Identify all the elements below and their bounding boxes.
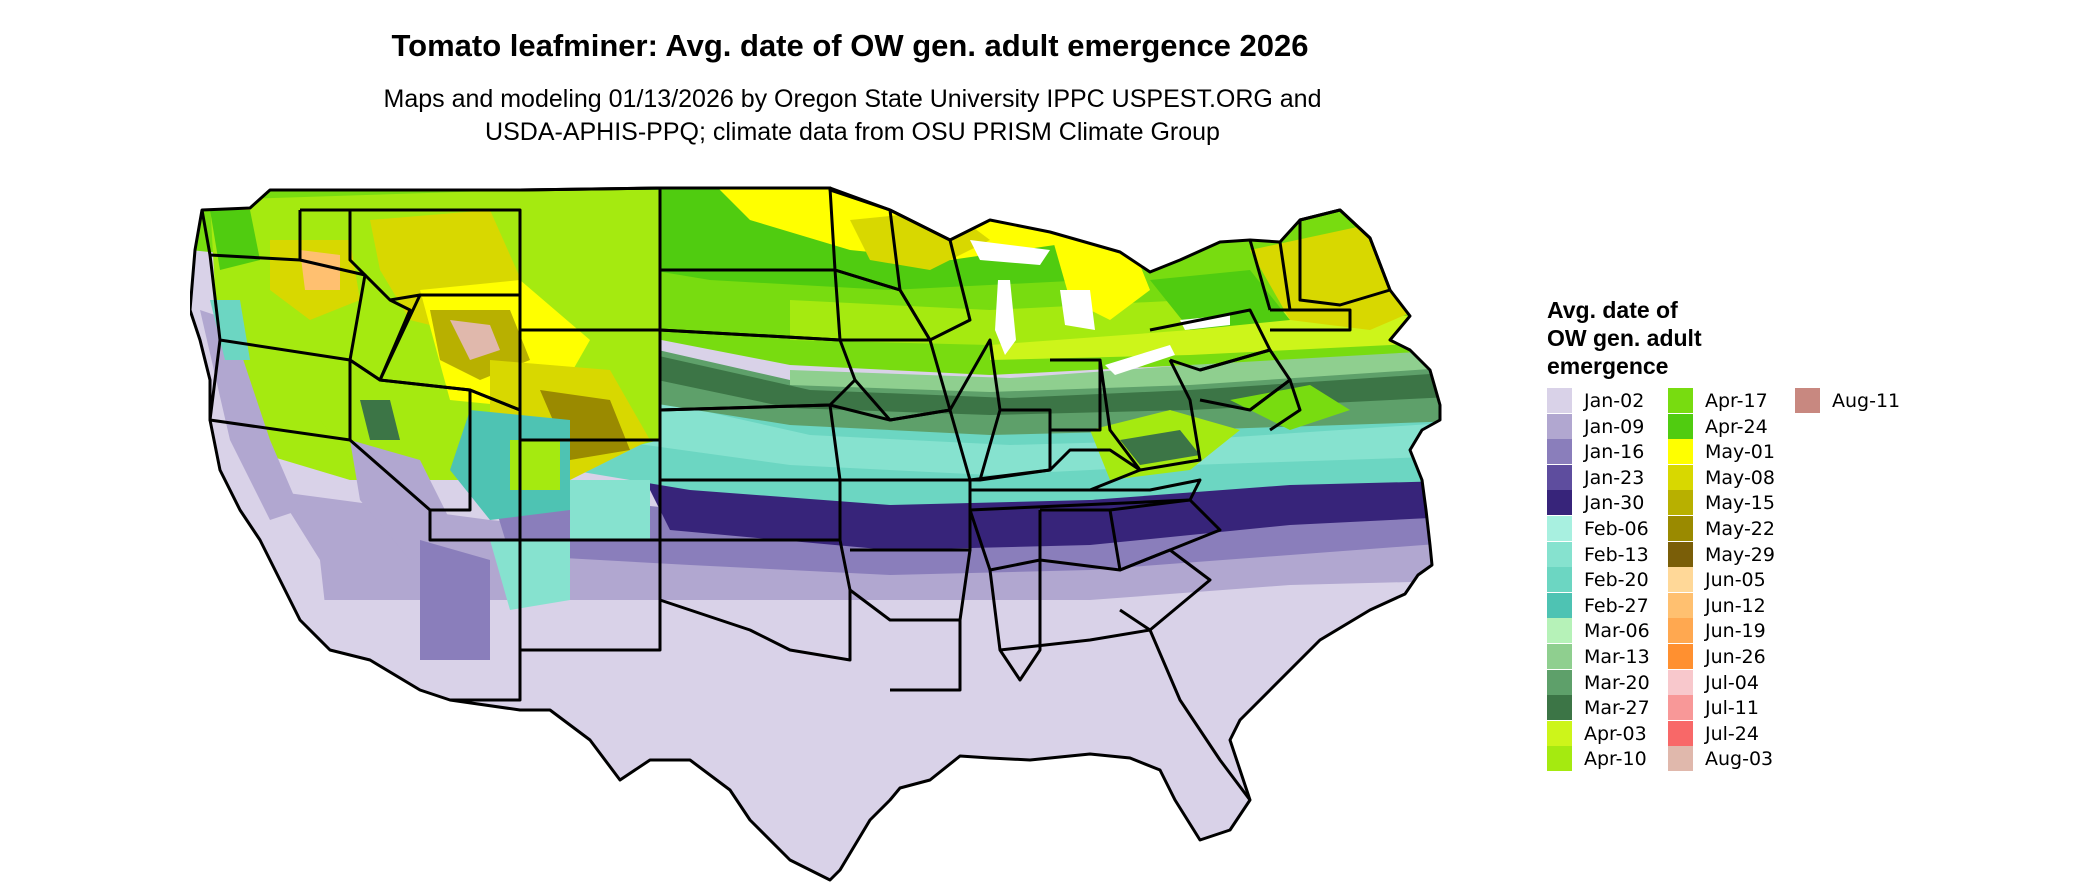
legend-swatch [1668, 644, 1693, 669]
legend-label: Apr-17 [1705, 390, 1768, 412]
legend-label: Apr-03 [1584, 722, 1647, 745]
legend-label: Jan-02 [1584, 390, 1645, 412]
us-map-svg [190, 186, 1442, 882]
legend-swatch [1547, 413, 1572, 439]
legend-label: Feb-13 [1584, 543, 1649, 566]
legend-title-line-2: OW gen. adult [1547, 325, 1702, 351]
legend-title-line-3: emergence [1547, 353, 1669, 379]
legend-label: Mar-13 [1584, 646, 1650, 668]
legend-swatch [1668, 490, 1693, 516]
legend-label: Jan-09 [1584, 415, 1645, 438]
legend-title-line-1: Avg. date of [1547, 297, 1678, 323]
legend-label: Jun-05 [1705, 569, 1766, 592]
legend-label: Jan-23 [1584, 466, 1645, 489]
legend-label: Feb-20 [1584, 569, 1649, 592]
legend-label: May-08 [1705, 466, 1775, 489]
legend-swatch [1668, 669, 1693, 695]
legend-swatch [1668, 695, 1693, 721]
legend-swatch [1547, 541, 1572, 567]
legend-label: Apr-10 [1584, 748, 1647, 771]
legend-label: Jun-26 [1705, 646, 1766, 668]
legend-swatch [1547, 669, 1572, 695]
legend-label: Apr-24 [1705, 415, 1768, 438]
legend-label: Aug-03 [1705, 748, 1774, 771]
legend-swatch [1547, 746, 1572, 772]
legend-swatch [1547, 439, 1572, 465]
legend-swatch [1668, 541, 1693, 567]
legend-label: Mar-06 [1584, 620, 1650, 643]
legend-label: Mar-27 [1584, 697, 1650, 720]
legend-label: Jan-30 [1584, 492, 1645, 515]
legend-swatch [1668, 746, 1693, 772]
map-subtitle: Maps and modeling 01/13/2026 by Oregon S… [330, 83, 1375, 149]
legend-swatch [1668, 439, 1693, 465]
legend-swatch [1547, 464, 1572, 490]
legend-swatch [1668, 592, 1693, 618]
legend-label: Feb-27 [1584, 594, 1649, 617]
subtitle-line-1: Maps and modeling 01/13/2026 by Oregon S… [383, 85, 1322, 113]
legend-label: Jan-16 [1584, 441, 1645, 464]
legend-swatch [1668, 618, 1693, 644]
legend-label: Aug-11 [1832, 390, 1901, 412]
legend-label: Feb-06 [1584, 518, 1649, 540]
legend-swatch [1668, 413, 1693, 439]
legend-swatch [1547, 720, 1572, 746]
legend-label: May-29 [1705, 543, 1775, 566]
legend-swatch [1668, 388, 1693, 413]
legend-swatch [1668, 464, 1693, 490]
legend-swatch [1547, 695, 1572, 721]
legend-label: May-15 [1705, 492, 1775, 515]
lake-michigan [995, 280, 1016, 355]
lake-superior [970, 240, 1050, 265]
legend-label: Mar-20 [1584, 671, 1650, 694]
subtitle-line-2: USDA-APHIS-PPQ; climate data from OSU PR… [485, 118, 1220, 146]
legend-swatch [1668, 567, 1693, 593]
legend-swatch [1668, 516, 1693, 541]
legend-swatch [1547, 490, 1572, 516]
legend-swatch [1547, 618, 1572, 644]
legend-swatch [1547, 516, 1572, 541]
legend-swatch [1795, 388, 1820, 413]
emergence-raster [190, 188, 1440, 880]
legend-swatch [1547, 644, 1572, 669]
legend-swatch [1668, 720, 1693, 746]
state-borders [190, 186, 1442, 882]
legend-label: Jul-04 [1705, 671, 1759, 694]
legend-label: May-22 [1705, 518, 1775, 540]
legend-swatch [1547, 592, 1572, 618]
legend: Avg. date of OW gen. adult emergence Jan… [1547, 296, 1900, 772]
lake-ontario [1180, 315, 1230, 330]
lake-erie [1105, 345, 1175, 375]
legend-swatch [1547, 567, 1572, 593]
legend-label: Jul-24 [1705, 722, 1759, 745]
map-title: Tomato leafminer: Avg. date of OW gen. a… [391, 28, 1309, 63]
legend-label: May-01 [1705, 441, 1775, 464]
legend-title: Avg. date of OW gen. adult emergence [1547, 296, 1787, 380]
legend-label: Jul-11 [1705, 697, 1759, 720]
legend-label: Jun-12 [1705, 594, 1766, 617]
us-map [190, 180, 1540, 885]
lake-huron [1060, 290, 1095, 330]
legend-swatch [1547, 388, 1572, 413]
legend-label: Jun-19 [1705, 620, 1766, 643]
